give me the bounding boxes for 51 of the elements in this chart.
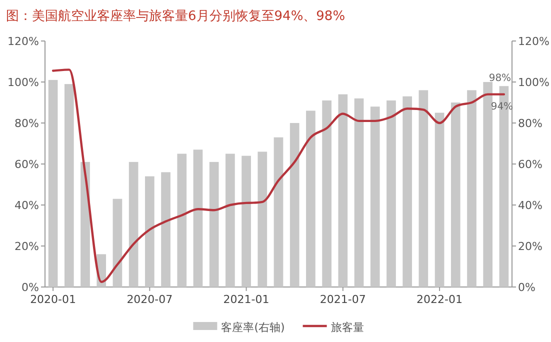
y-tick-label: 60% [14, 158, 39, 171]
bar [290, 123, 300, 287]
bar [258, 152, 268, 287]
bar [242, 156, 251, 287]
bar [386, 100, 396, 287]
y2-tick-label: 120% [518, 35, 550, 48]
y2-tick-label: 20% [518, 240, 542, 253]
y-tick-label: 20% [14, 240, 39, 253]
y2-tick-label: 40% [518, 199, 542, 212]
bar [402, 96, 412, 287]
bar [467, 90, 476, 287]
bar [226, 154, 235, 287]
bar [193, 150, 203, 287]
bar [274, 137, 284, 287]
y2-tick-label: 0% [518, 281, 536, 294]
y-tick-label: 120% [8, 35, 39, 48]
bar [306, 110, 316, 287]
legend-label: 旅客量 [330, 321, 364, 334]
y-tick-label: 80% [14, 117, 39, 130]
bar [177, 154, 187, 287]
bar [434, 112, 444, 287]
y2-tick-label: 80% [518, 117, 542, 130]
x-tick-label: 2020-07 [126, 293, 173, 306]
bar [64, 84, 74, 287]
bar [418, 90, 428, 287]
x-tick-label: 2021-07 [320, 293, 366, 306]
bar [483, 82, 493, 287]
chart-title: 图：美国航空业客座率与旅客量6月分别恢复至94%、98% [6, 8, 346, 24]
bar [322, 100, 332, 287]
bar [128, 162, 138, 287]
bar [209, 162, 219, 287]
y2-tick-label: 60% [518, 158, 542, 171]
bar [48, 80, 58, 287]
data-label: 94% [490, 101, 514, 112]
y2-tick-label: 100% [518, 76, 550, 89]
x-tick-label: 2021-01 [223, 293, 270, 306]
legend-label: 客座率(右轴) [221, 321, 285, 334]
bar [145, 176, 154, 287]
bar [112, 198, 122, 287]
bar [370, 106, 380, 287]
y-tick-label: 40% [14, 199, 39, 212]
x-tick-label: 2022-01 [416, 293, 463, 306]
bar [450, 102, 460, 287]
data-label: 98% [488, 73, 512, 84]
y-tick-label: 0% [22, 281, 39, 294]
bar [338, 94, 348, 287]
x-tick-label: 2020-01 [30, 293, 76, 306]
bar [354, 98, 364, 287]
y-tick-label: 100% [8, 76, 39, 89]
bar [80, 162, 90, 287]
bar [161, 172, 170, 287]
